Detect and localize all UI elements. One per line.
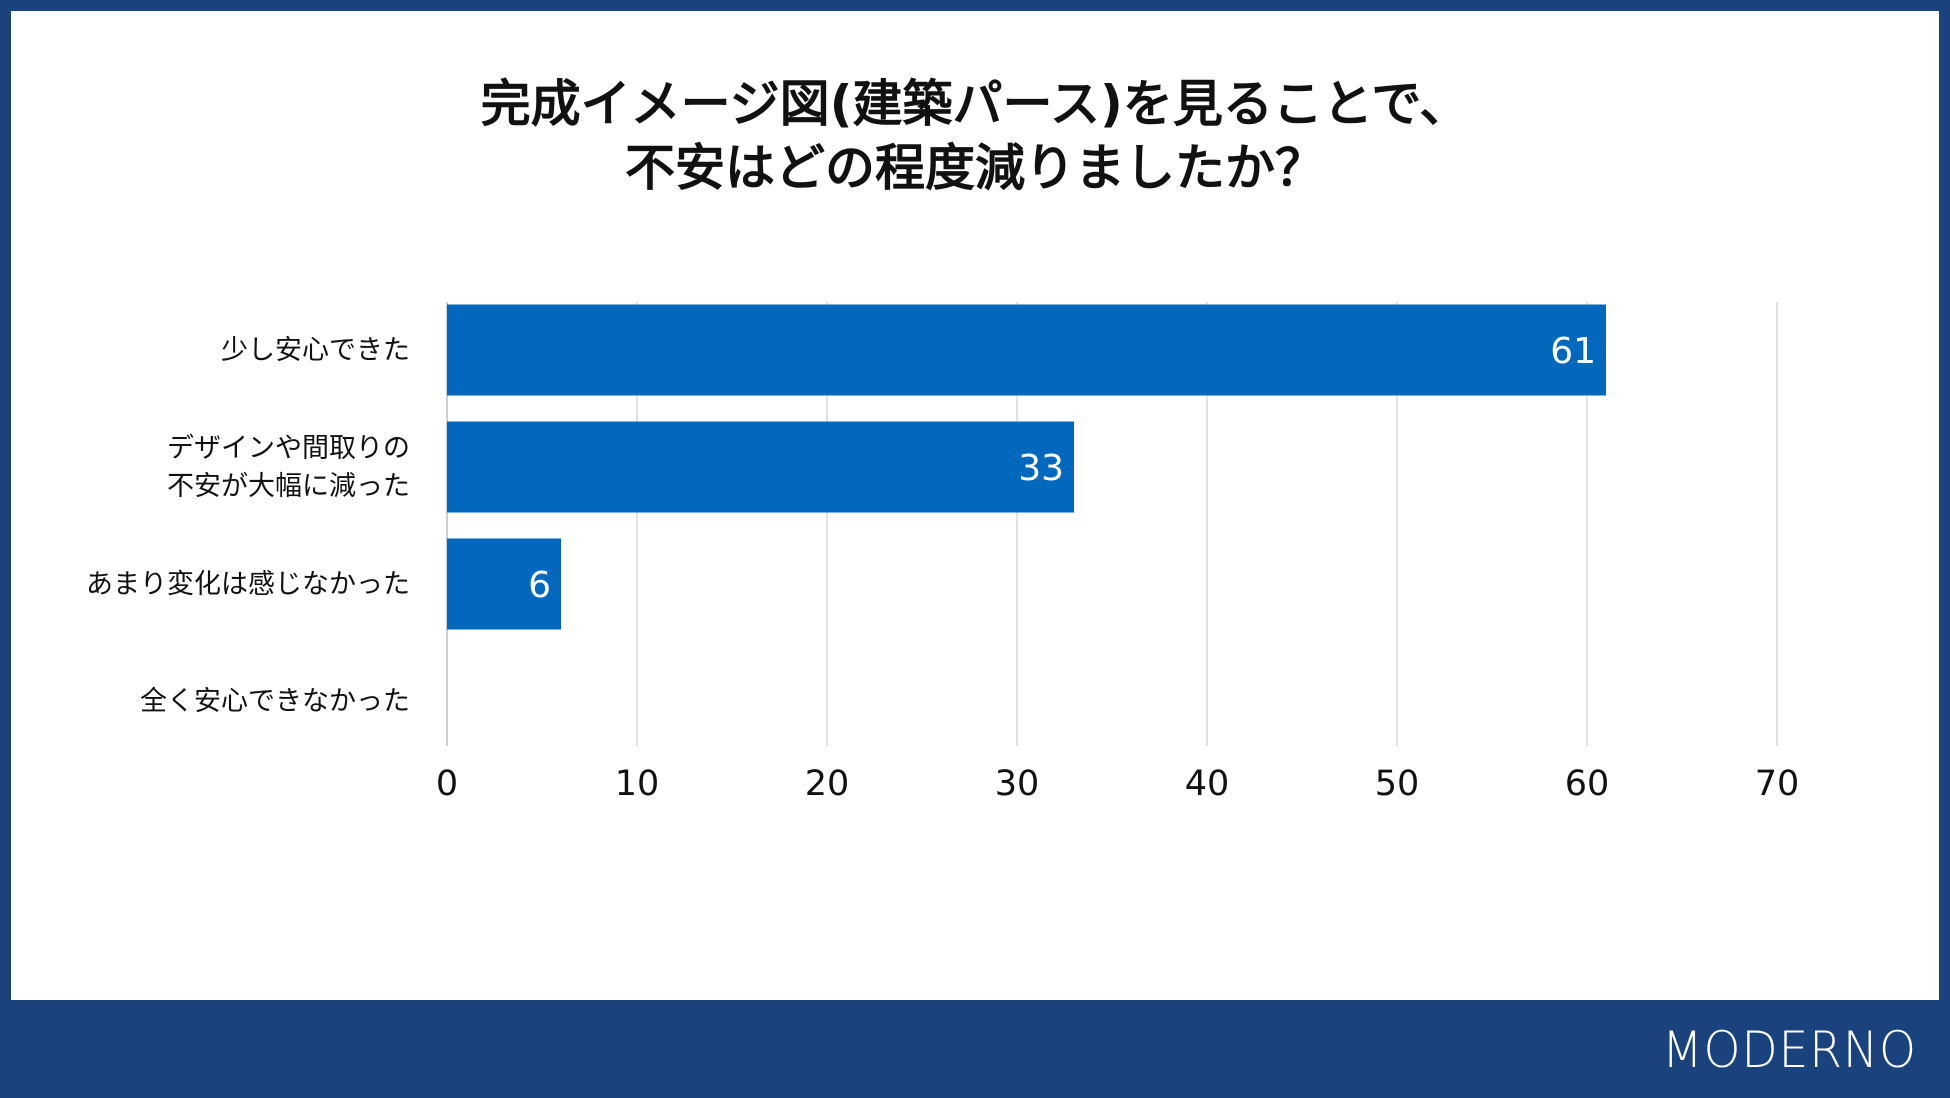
- logo-text: MODERNO: [1662, 1022, 1917, 1078]
- x-tick-label-70: 70: [1755, 764, 1800, 804]
- chart-title-line-2: 不安はどの程度減りましたか？: [625, 139, 1325, 197]
- x-tick-label-20: 20: [805, 764, 850, 804]
- moderno-logo: MODERNO: [1662, 1022, 1922, 1078]
- category-label-3: 全く安心できなかった: [140, 686, 410, 717]
- chart-title-line-1: 完成イメージ図(建築パース)を見ることで、: [480, 75, 1470, 133]
- data-label-2: 6: [528, 565, 551, 606]
- x-tick-label-60: 60: [1565, 764, 1610, 804]
- x-axis-tick-labels: 0 10 20 30 40 50 60 70: [436, 764, 1799, 804]
- chart-title: 完成イメージ図(建築パース)を見ることで、 不安はどの程度減りましたか？: [0, 72, 1950, 200]
- x-tick-label-30: 30: [995, 764, 1040, 804]
- x-tick-label-40: 40: [1185, 764, 1230, 804]
- x-tick-label-50: 50: [1375, 764, 1420, 804]
- data-label-0: 61: [1550, 331, 1596, 372]
- data-label-1: 33: [1018, 448, 1064, 489]
- bar-chart: 少し安心できたデザインや間取りの不安が大幅に減ったあまり変化は感じなかった全く安…: [86, 302, 1799, 804]
- category-label-1-line-1: 不安が大幅に減った: [167, 471, 410, 502]
- x-tick-label-0: 0: [436, 764, 458, 804]
- data-labels: 61 33 6: [528, 331, 1596, 606]
- bars: [447, 304, 1606, 630]
- bar-1: [447, 421, 1074, 513]
- category-label-2: あまり変化は感じなかった: [86, 569, 410, 600]
- category-labels: 少し安心できたデザインや間取りの不安が大幅に減ったあまり変化は感じなかった全く安…: [86, 335, 410, 717]
- category-label-0: 少し安心できた: [221, 335, 410, 366]
- category-label-1-line-0: デザインや間取りの: [167, 433, 410, 464]
- bar-2: [447, 538, 561, 630]
- x-tick-label-10: 10: [615, 764, 660, 804]
- footer-bar: [0, 1000, 1950, 1098]
- bar-0: [447, 304, 1606, 396]
